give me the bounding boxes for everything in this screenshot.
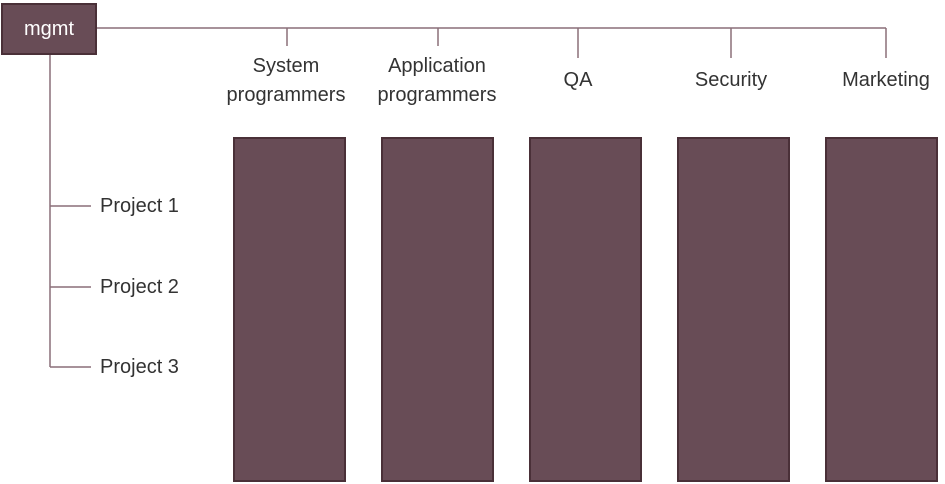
department-column-qa: [529, 137, 642, 482]
department-column-security: [677, 137, 790, 482]
mgmt-label: mgmt: [24, 17, 74, 40]
department-label-application-programmers: Application programmers: [377, 55, 497, 106]
department-column-marketing: [825, 137, 938, 482]
mgmt-node: mgmt: [1, 3, 97, 55]
department-label-marketing: Marketing: [842, 69, 930, 91]
department-label-qa: QA: [563, 69, 593, 91]
department-label-security: Security: [694, 69, 768, 91]
department-column-system-programmers: [233, 137, 346, 482]
department-label-system-programmers: System programmers: [226, 55, 346, 106]
project-label-3: Project 3: [100, 356, 179, 378]
department-column-application-programmers: [381, 137, 494, 482]
project-label-2: Project 2: [100, 276, 179, 298]
project-label-1: Project 1: [100, 195, 179, 217]
